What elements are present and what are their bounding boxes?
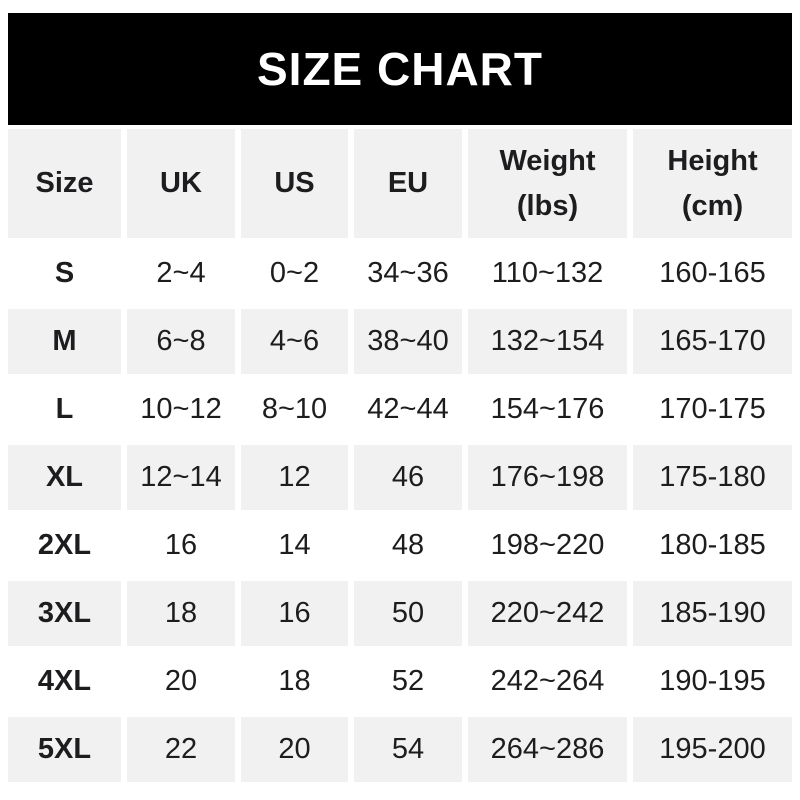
weight-cell: 154~176 [490,393,605,425]
column-header-label: EU [387,167,429,199]
page: { "title": "SIZE CHART", "colors": { "ba… [0,13,800,800]
height-cell: 170-175 [659,393,766,425]
column-header-us: US [241,129,348,238]
eu-cell: 38~40 [354,309,462,374]
weight-cell: 198~220 [490,529,605,561]
uk-cell: 16 [164,529,198,561]
column-header-size: Size [8,129,121,238]
us-cell: 16 [241,581,348,646]
height-cell: 175-180 [633,445,792,510]
us-cell: 18 [278,665,311,697]
size-cell: 4XL [37,665,92,697]
eu-cell: 52 [391,665,425,697]
column-header-label: Weight [499,144,596,177]
height-cell: 165-170 [633,309,792,374]
uk-cell: 12~14 [127,445,235,510]
uk-cell: 2~4 [156,257,206,289]
eu-cell: 46 [354,445,462,510]
height-cell: 185-190 [633,581,792,646]
column-header-label: Size [35,167,94,199]
column-header-label: Height [667,144,758,177]
us-cell: 0~2 [269,257,320,289]
column-header-unit: (lbs) [516,189,579,222]
size-cell: 5XL [8,717,121,782]
height-cell: 180-185 [659,529,766,561]
size-cell: L [55,393,74,425]
weight-cell: 242~264 [490,665,605,697]
uk-cell: 18 [127,581,235,646]
eu-cell: 50 [354,581,462,646]
column-header-label: UK [160,167,202,199]
eu-cell: 54 [354,717,462,782]
page-title: SIZE CHART [257,43,543,95]
eu-cell: 42~44 [367,393,449,425]
eu-cell: 48 [391,529,425,561]
height-cell: 195-200 [633,717,792,782]
uk-cell: 10~12 [140,393,222,425]
size-chart-banner: SIZE CHART [8,13,792,125]
size-chart-table: Size UK US EU Weight (lbs) Height (cm) S… [8,129,792,782]
us-cell: 4~6 [241,309,348,374]
column-header-height: Height (cm) [633,129,792,238]
weight-cell: 264~286 [468,717,627,782]
us-cell: 14 [278,529,311,561]
size-cell: M [8,309,121,374]
size-cell: 3XL [8,581,121,646]
weight-cell: 220~242 [468,581,627,646]
weight-cell: 110~132 [491,257,604,289]
column-header-uk: UK [127,129,235,238]
weight-cell: 176~198 [468,445,627,510]
size-cell: XL [8,445,121,510]
uk-cell: 22 [127,717,235,782]
column-header-label: US [274,167,315,199]
size-cell: S [54,257,75,289]
eu-cell: 34~36 [367,257,449,289]
column-header-weight: Weight (lbs) [468,129,627,238]
column-header-eu: EU [354,129,462,238]
height-cell: 160-165 [659,257,766,289]
height-cell: 190-195 [659,665,766,697]
uk-cell: 20 [164,665,198,697]
us-cell: 20 [241,717,348,782]
column-header-unit: (cm) [681,189,744,222]
size-cell: 2XL [37,529,92,561]
us-cell: 12 [241,445,348,510]
weight-cell: 132~154 [468,309,627,374]
uk-cell: 6~8 [127,309,235,374]
us-cell: 8~10 [261,393,328,425]
